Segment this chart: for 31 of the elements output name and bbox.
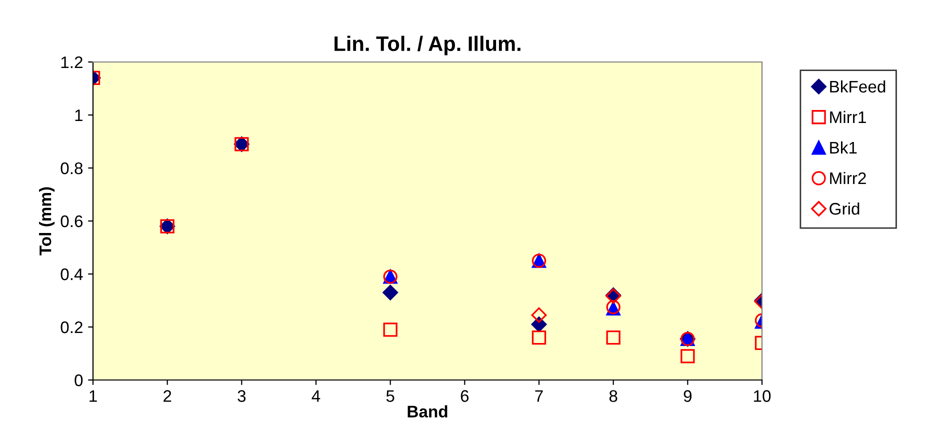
x-tick-label: 8 [609, 390, 618, 402]
point [531, 307, 547, 323]
legend-label: Mirr2 [830, 172, 866, 184]
legend-label: Mirr1 [830, 110, 866, 123]
y-tick-label: 0.6 [60, 215, 83, 228]
legend-label: Bk1 [830, 141, 857, 154]
x-tick-label: 9 [684, 390, 692, 402]
y-tick-label: 1 [75, 110, 82, 122]
point [606, 330, 620, 345]
y-tick-label: 0.4 [60, 268, 83, 280]
x-tick-label: 7 [535, 390, 543, 402]
y-tick-label: 1.2 [61, 56, 82, 68]
x-tick-label: 10 [754, 390, 771, 402]
x-tick-label: 6 [460, 390, 469, 402]
point [532, 330, 546, 345]
y-tick-label: 0.8 [60, 162, 83, 174]
point [383, 322, 398, 337]
point [680, 349, 695, 364]
legend-label: BkFeed [830, 80, 886, 93]
y-tick-label: 0.2 [60, 321, 82, 334]
y-tick-label: 0 [74, 374, 83, 386]
x-tick-label: 3 [238, 390, 246, 402]
chart-title: Lin. Tol. / Ap. Illum. [334, 36, 520, 56]
x-tick-label: 5 [386, 390, 394, 402]
x-tick-label: 1 [90, 390, 97, 402]
x-axis-title: Band [408, 405, 448, 418]
legend-label: Grid [830, 202, 860, 215]
point [382, 284, 398, 300]
x-tick-label: 2 [164, 390, 172, 402]
y-axis-title: Tol (mm) [39, 187, 55, 256]
x-tick-label: 4 [312, 390, 320, 402]
